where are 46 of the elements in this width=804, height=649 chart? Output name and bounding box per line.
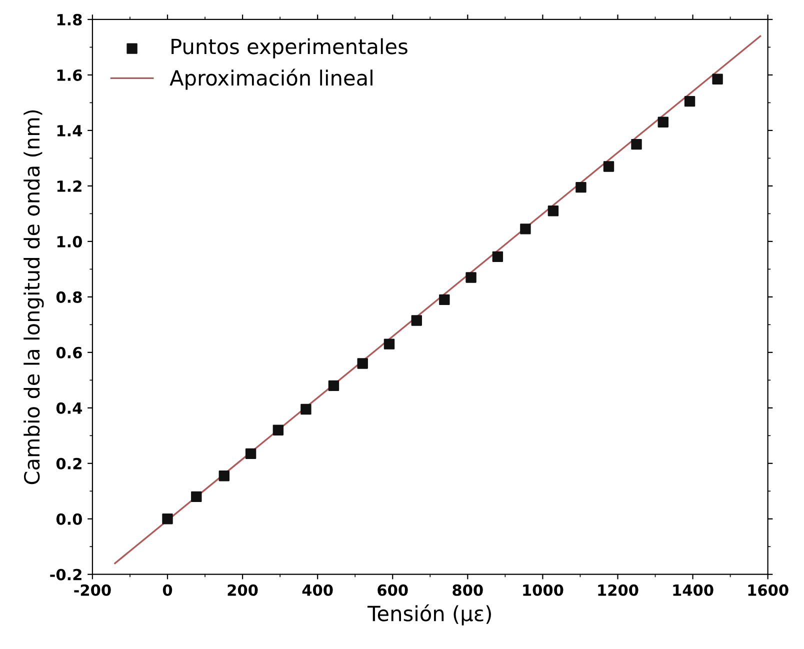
x-tick-label: 800: [452, 584, 483, 596]
legend-label: Aproximación lineal: [170, 68, 372, 90]
y-tick-label: 1.8: [57, 14, 82, 26]
y-axis-title: Cambio de la longitud de onda (nm): [24, 110, 44, 484]
y-tick-label: 0.8: [56, 291, 82, 303]
point: [272, 424, 284, 436]
x-tick-label: -200: [74, 584, 111, 596]
point: [631, 138, 642, 150]
point: [684, 96, 696, 107]
point: [548, 206, 559, 216]
point: [162, 514, 173, 524]
point: [658, 116, 668, 128]
point: [384, 338, 395, 350]
y-tick-label: 0.2: [56, 458, 82, 470]
y-tick-label: 1.6: [57, 69, 82, 81]
point: [411, 315, 422, 326]
point: [466, 272, 476, 283]
x-tick-label: 1600: [748, 584, 788, 596]
point: [245, 448, 256, 460]
y-tick-label: -0.2: [50, 568, 82, 580]
y-tick-label: 0.0: [56, 513, 82, 525]
y-tick-label: 1.2: [57, 180, 82, 192]
legend-label: Puntos experimentales: [172, 38, 408, 58]
x-tick-label: 1200: [598, 584, 638, 596]
point: [576, 182, 586, 193]
x-tick-label: 0: [162, 584, 172, 596]
point: [357, 358, 368, 369]
y-tick-label: 1.4: [57, 125, 82, 136]
point: [520, 224, 531, 234]
point: [712, 74, 723, 84]
point: [218, 470, 230, 482]
point: [603, 161, 614, 172]
point: [328, 380, 340, 392]
point: [439, 294, 450, 306]
x-tick-label: 200: [228, 584, 258, 596]
y-tick-label: 0.6: [56, 346, 82, 358]
point: [300, 404, 312, 415]
x-tick-label: 400: [302, 584, 333, 596]
point: [492, 251, 504, 262]
x-tick-label: 600: [378, 584, 408, 596]
point: [191, 491, 202, 502]
y-tick-label: 1.0: [57, 236, 82, 248]
x-tick-label: 1000: [523, 584, 564, 596]
x-tick-label: 1400: [673, 584, 714, 596]
y-tick-label: 0.4: [56, 402, 82, 414]
x-axis-title: Tensión (με): [367, 604, 491, 626]
